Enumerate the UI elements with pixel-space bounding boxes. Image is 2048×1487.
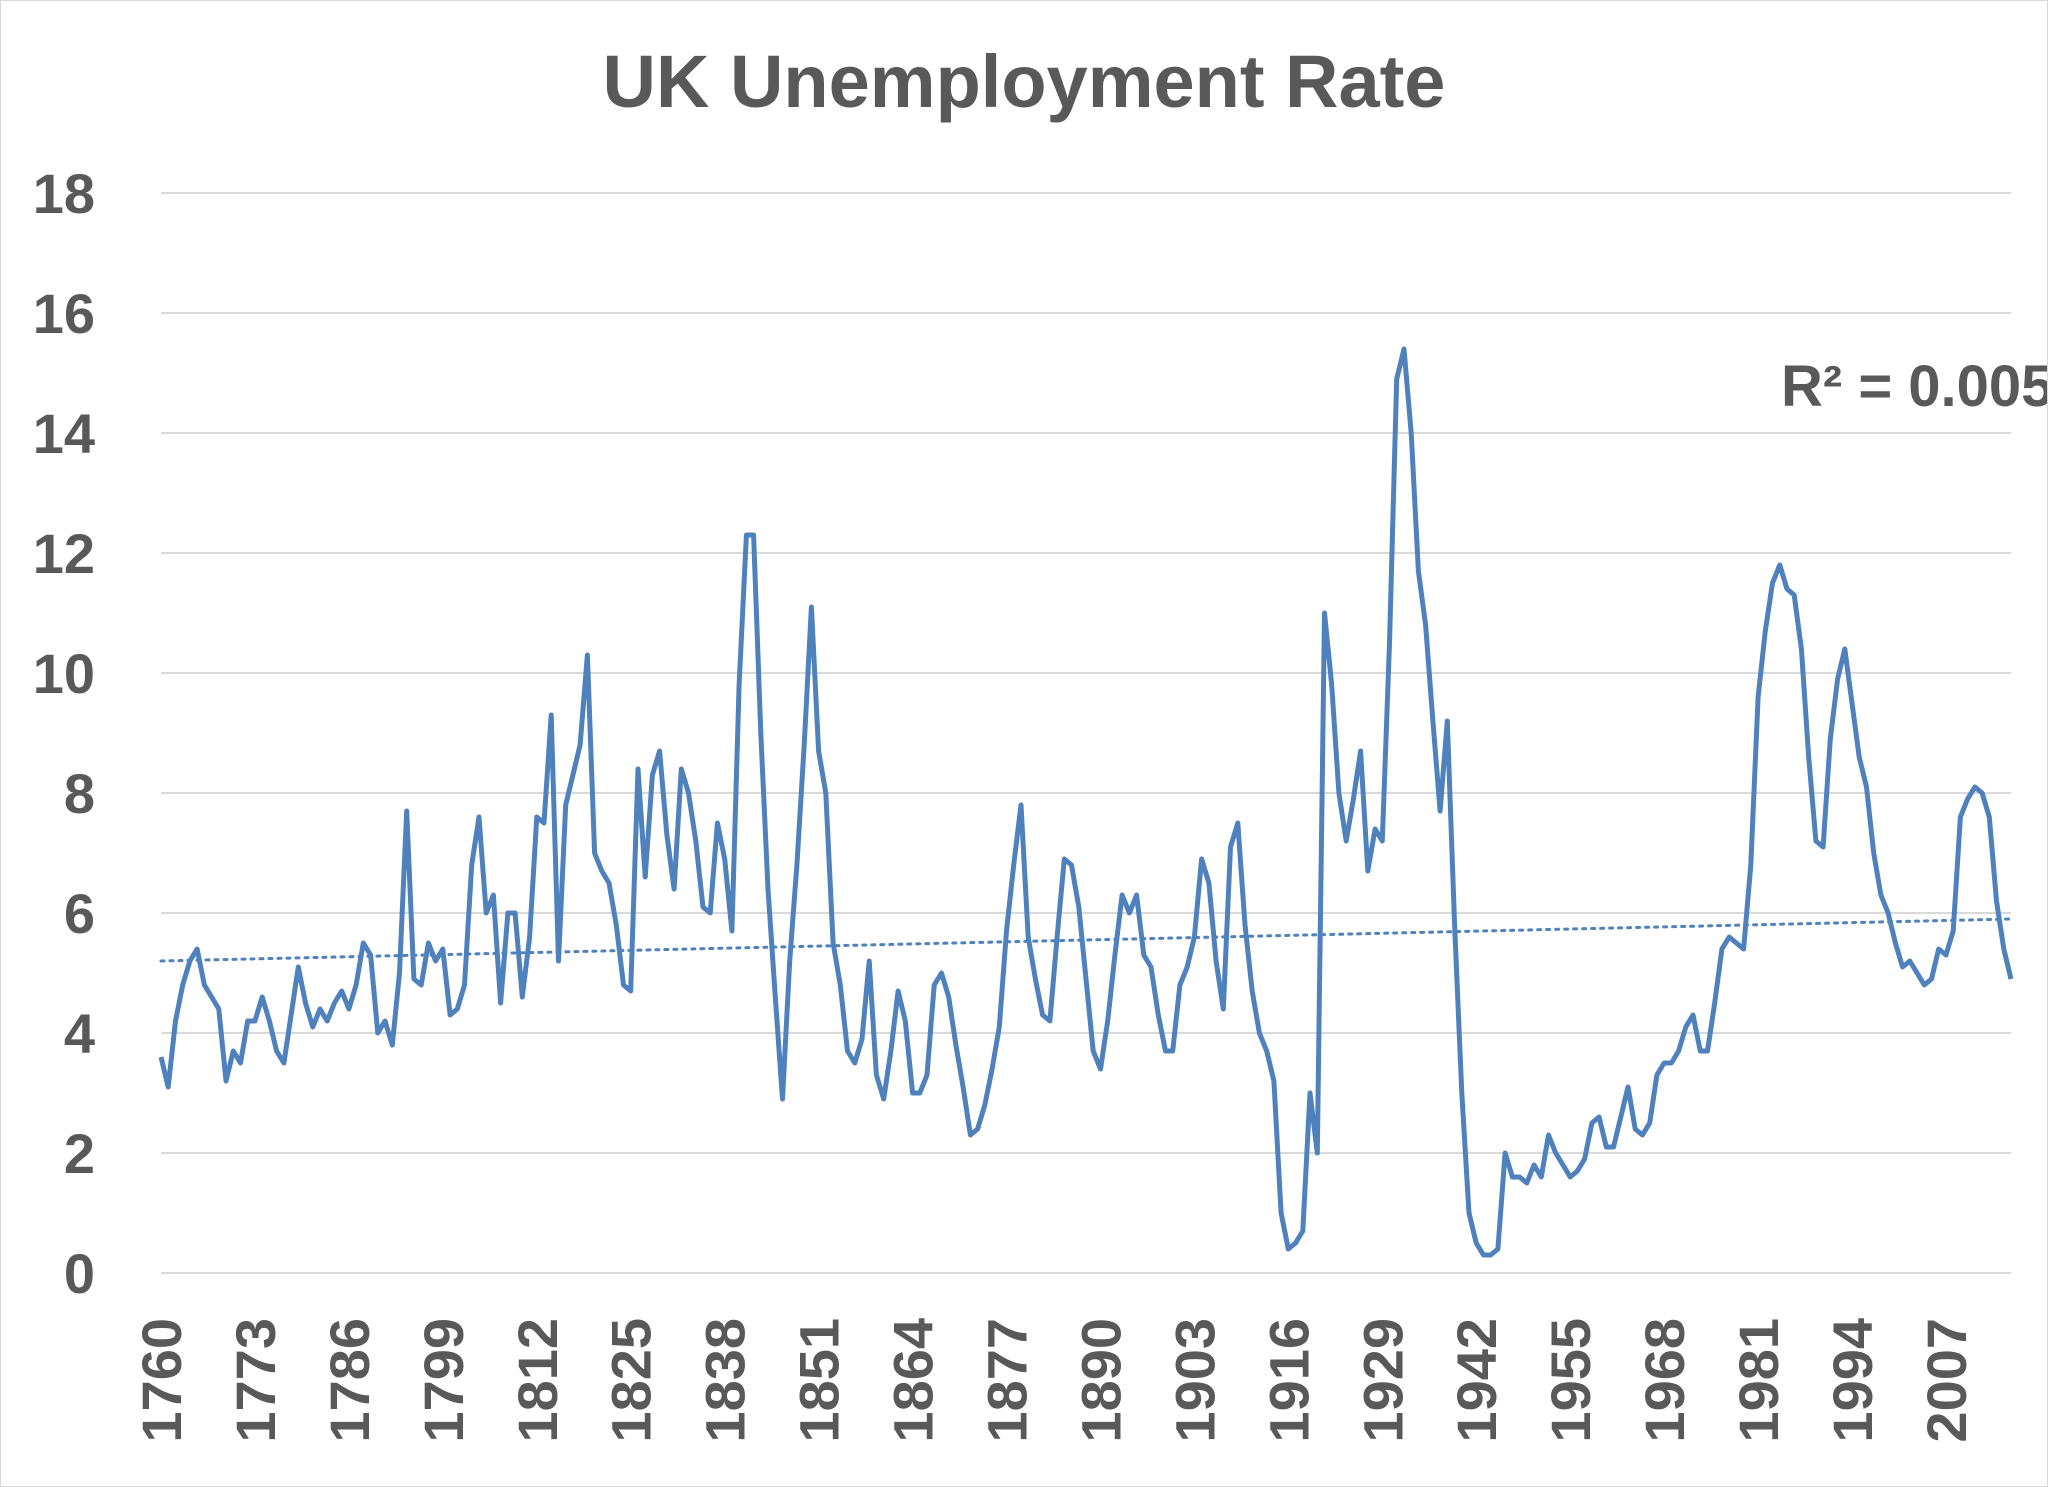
x-tick-label: 1942 [1445, 1318, 1508, 1443]
y-tick-label: 18 [33, 162, 95, 225]
x-tick-label: 1994 [1821, 1318, 1884, 1443]
trendline [159, 917, 2013, 963]
y-tick-label: 6 [64, 882, 95, 945]
x-tick-label: 1773 [224, 1318, 287, 1443]
x-tick-label: 1981 [1727, 1318, 1790, 1443]
x-tick-label: 1929 [1351, 1318, 1414, 1443]
y-tick-label: 14 [33, 402, 95, 465]
y-tick-label: 0 [64, 1242, 95, 1305]
x-tick-label: 1786 [318, 1318, 381, 1443]
x-axis-tick-labels: 1760 1773 1786 1799 1812 1825 1838 1851 1864 1877… [130, 1318, 1978, 1443]
y-tick-label: 4 [64, 1002, 95, 1065]
x-tick-label: 1760 [130, 1318, 193, 1443]
x-tick-label: 1838 [694, 1318, 757, 1443]
y-tick-label: 16 [33, 282, 95, 345]
y-tick-label: 2 [64, 1122, 95, 1185]
x-tick-label: 1890 [1069, 1318, 1132, 1443]
x-tick-label: 1851 [788, 1318, 851, 1443]
x-tick-label: 1955 [1539, 1318, 1602, 1443]
x-tick-label: 1916 [1257, 1318, 1320, 1443]
unemployment-series-line [158, 346, 2014, 1258]
x-tick-label: 1864 [882, 1318, 945, 1443]
x-tick-label: 1903 [1163, 1318, 1226, 1443]
y-tick-label: 8 [64, 762, 95, 825]
x-tick-label: 1877 [976, 1318, 1039, 1443]
y-tick-label: 10 [33, 642, 95, 705]
chart-title: UK Unemployment Rate [602, 40, 1446, 123]
gridlines [161, 192, 2011, 1274]
x-tick-label: 1968 [1633, 1318, 1696, 1443]
trendline-layer [159, 917, 2013, 963]
x-tick-label: 1812 [506, 1318, 569, 1443]
y-axis-tick-labels: 0 2 4 6 8 10 12 14 16 18 [33, 162, 95, 1305]
y-tick-label: 12 [33, 522, 95, 585]
series-layer [158, 346, 2014, 1258]
x-tick-label: 1825 [600, 1318, 663, 1443]
x-tick-label: 2007 [1915, 1318, 1978, 1443]
x-tick-label: 1799 [412, 1318, 475, 1443]
r-squared-annotation: R² = 0.005 [1781, 354, 2047, 419]
